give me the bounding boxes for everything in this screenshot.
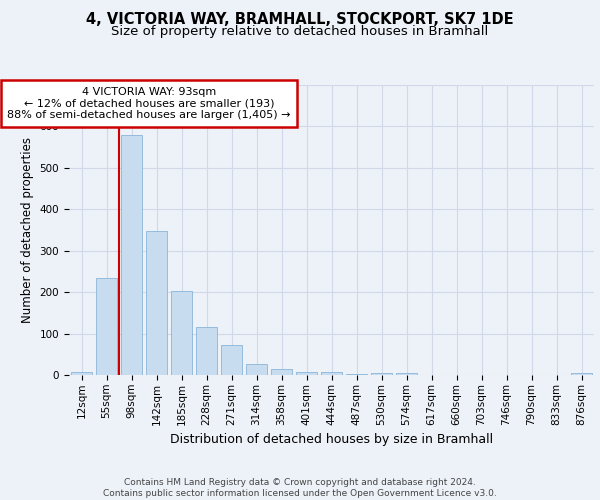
Text: Contains HM Land Registry data © Crown copyright and database right 2024.
Contai: Contains HM Land Registry data © Crown c… [103,478,497,498]
Bar [71,372,92,375]
Bar [271,369,292,375]
Bar [246,364,267,375]
Bar [571,373,592,375]
Bar [171,291,192,375]
Bar [196,328,217,375]
Bar [371,373,392,375]
Text: Size of property relative to detached houses in Bramhall: Size of property relative to detached ho… [112,25,488,38]
Bar [121,134,142,375]
Bar [321,372,342,375]
Bar [96,278,117,375]
X-axis label: Distribution of detached houses by size in Bramhall: Distribution of detached houses by size … [170,433,493,446]
Text: 4 VICTORIA WAY: 93sqm
← 12% of detached houses are smaller (193)
88% of semi-det: 4 VICTORIA WAY: 93sqm ← 12% of detached … [7,87,291,120]
Bar [221,345,242,375]
Text: 4, VICTORIA WAY, BRAMHALL, STOCKPORT, SK7 1DE: 4, VICTORIA WAY, BRAMHALL, STOCKPORT, SK… [86,12,514,28]
Bar [346,374,367,375]
Y-axis label: Number of detached properties: Number of detached properties [21,137,34,323]
Bar [296,372,317,375]
Bar [396,373,417,375]
Bar [146,231,167,375]
